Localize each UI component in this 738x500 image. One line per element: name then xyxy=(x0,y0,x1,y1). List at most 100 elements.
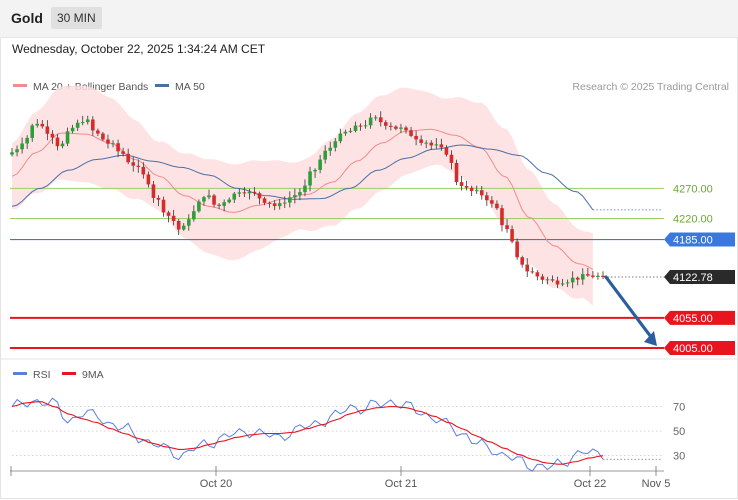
main-legend: MA 20 + Bollinger Bands MA 50 xyxy=(13,81,205,93)
candle-body xyxy=(60,143,65,147)
level-label-4055.00-box xyxy=(664,310,735,325)
candle-body xyxy=(30,125,35,138)
candle-body xyxy=(328,147,333,151)
candle-body xyxy=(303,185,307,193)
candle-body xyxy=(575,277,580,280)
candle-body xyxy=(591,275,595,277)
level-label-4185.00-box xyxy=(664,232,735,247)
candle-body xyxy=(353,125,358,131)
level-label-4185.00: 4185.00 xyxy=(673,235,713,247)
candle-body xyxy=(535,272,540,277)
candle-body xyxy=(186,219,191,226)
candle-body xyxy=(65,131,70,144)
rsi-ma-line xyxy=(11,401,604,465)
legend-ma50-label: MA 50 xyxy=(175,81,205,93)
candle-body xyxy=(136,165,141,167)
candle-body xyxy=(495,203,499,209)
candle-body xyxy=(131,162,136,166)
candle-body xyxy=(151,184,156,198)
candle-body xyxy=(308,171,312,186)
candle-body xyxy=(171,215,176,221)
level-label-4122.78: 4122.78 xyxy=(673,272,713,284)
candle-body xyxy=(257,193,262,199)
candle-body xyxy=(333,141,338,148)
candle-body xyxy=(525,264,530,272)
candle-body xyxy=(596,275,600,277)
candle-body xyxy=(141,166,146,175)
candle-body xyxy=(192,211,196,220)
ma50-line xyxy=(11,144,594,211)
instrument-name: Gold xyxy=(11,10,43,26)
candle-body xyxy=(293,195,297,198)
credit-text: Research © 2025 Trading Central xyxy=(572,81,729,93)
candle-body xyxy=(25,137,29,144)
candle-body xyxy=(181,225,186,230)
candle-body xyxy=(101,133,105,140)
candle-body xyxy=(176,220,181,230)
candle-body xyxy=(520,257,524,265)
candle-body xyxy=(444,147,449,155)
legend-9ma-label: 9MA xyxy=(82,369,104,381)
candle-body xyxy=(429,142,434,146)
rsi-tick-label: 70 xyxy=(673,401,685,413)
level-label-4122.78-box xyxy=(664,270,735,285)
candle-body xyxy=(570,277,575,283)
candle-body xyxy=(474,190,479,192)
candle-body xyxy=(70,127,75,132)
candle-body xyxy=(242,192,247,194)
candle-body xyxy=(560,283,565,285)
candle-body xyxy=(106,139,110,144)
candle-body xyxy=(338,133,343,142)
candles xyxy=(10,111,605,289)
candle-body xyxy=(15,149,19,153)
candle-body xyxy=(323,150,327,160)
candle-body xyxy=(282,202,287,204)
candle-body xyxy=(121,151,125,154)
candle-body xyxy=(45,126,50,134)
candle-body xyxy=(20,143,24,150)
candle-body xyxy=(75,122,80,128)
candle-body xyxy=(212,195,216,205)
candle-body xyxy=(404,127,408,131)
candle-body xyxy=(479,190,484,196)
candle-body xyxy=(485,195,489,201)
candle-body xyxy=(586,274,590,276)
candle-body xyxy=(601,275,605,278)
candle-body xyxy=(227,199,232,203)
candle-body xyxy=(530,271,535,273)
candle-body xyxy=(262,198,267,203)
candle-body xyxy=(252,191,257,194)
candle-body xyxy=(454,162,459,183)
timeframe-button[interactable]: 30 MIN xyxy=(51,7,102,29)
x-axis: Oct 20 Oct 21 Oct 22 Nov 5 xyxy=(10,466,670,490)
candle-body xyxy=(500,208,504,226)
candle-body xyxy=(50,133,55,138)
candle-body xyxy=(55,137,60,147)
candle-body xyxy=(40,123,45,127)
x-tick-label: Oct 20 xyxy=(200,478,232,490)
candle-body xyxy=(267,202,272,204)
legend-9ma-swatch xyxy=(62,372,76,375)
candle-body xyxy=(146,174,151,185)
level-label-4055.00: 4055.00 xyxy=(673,313,713,325)
candle-body xyxy=(85,119,90,123)
candle-body xyxy=(368,117,373,126)
candle-body xyxy=(505,225,509,230)
rsi-tick-label: 30 xyxy=(673,451,685,463)
candle-body xyxy=(550,279,555,281)
candle-body xyxy=(383,122,388,126)
candle-body xyxy=(540,276,545,280)
candle-body xyxy=(161,199,166,213)
bollinger-band xyxy=(12,85,593,306)
candle-body xyxy=(126,153,130,163)
candle-body xyxy=(318,159,322,170)
candle-body xyxy=(35,123,40,126)
candle-body xyxy=(96,130,100,134)
legend-ma20-swatch xyxy=(13,84,27,87)
candle-body xyxy=(389,125,393,127)
candle-body xyxy=(510,229,514,242)
rsi-grid: 70 50 30 xyxy=(12,401,685,463)
candle-body xyxy=(298,192,302,196)
candle-body xyxy=(207,195,211,198)
